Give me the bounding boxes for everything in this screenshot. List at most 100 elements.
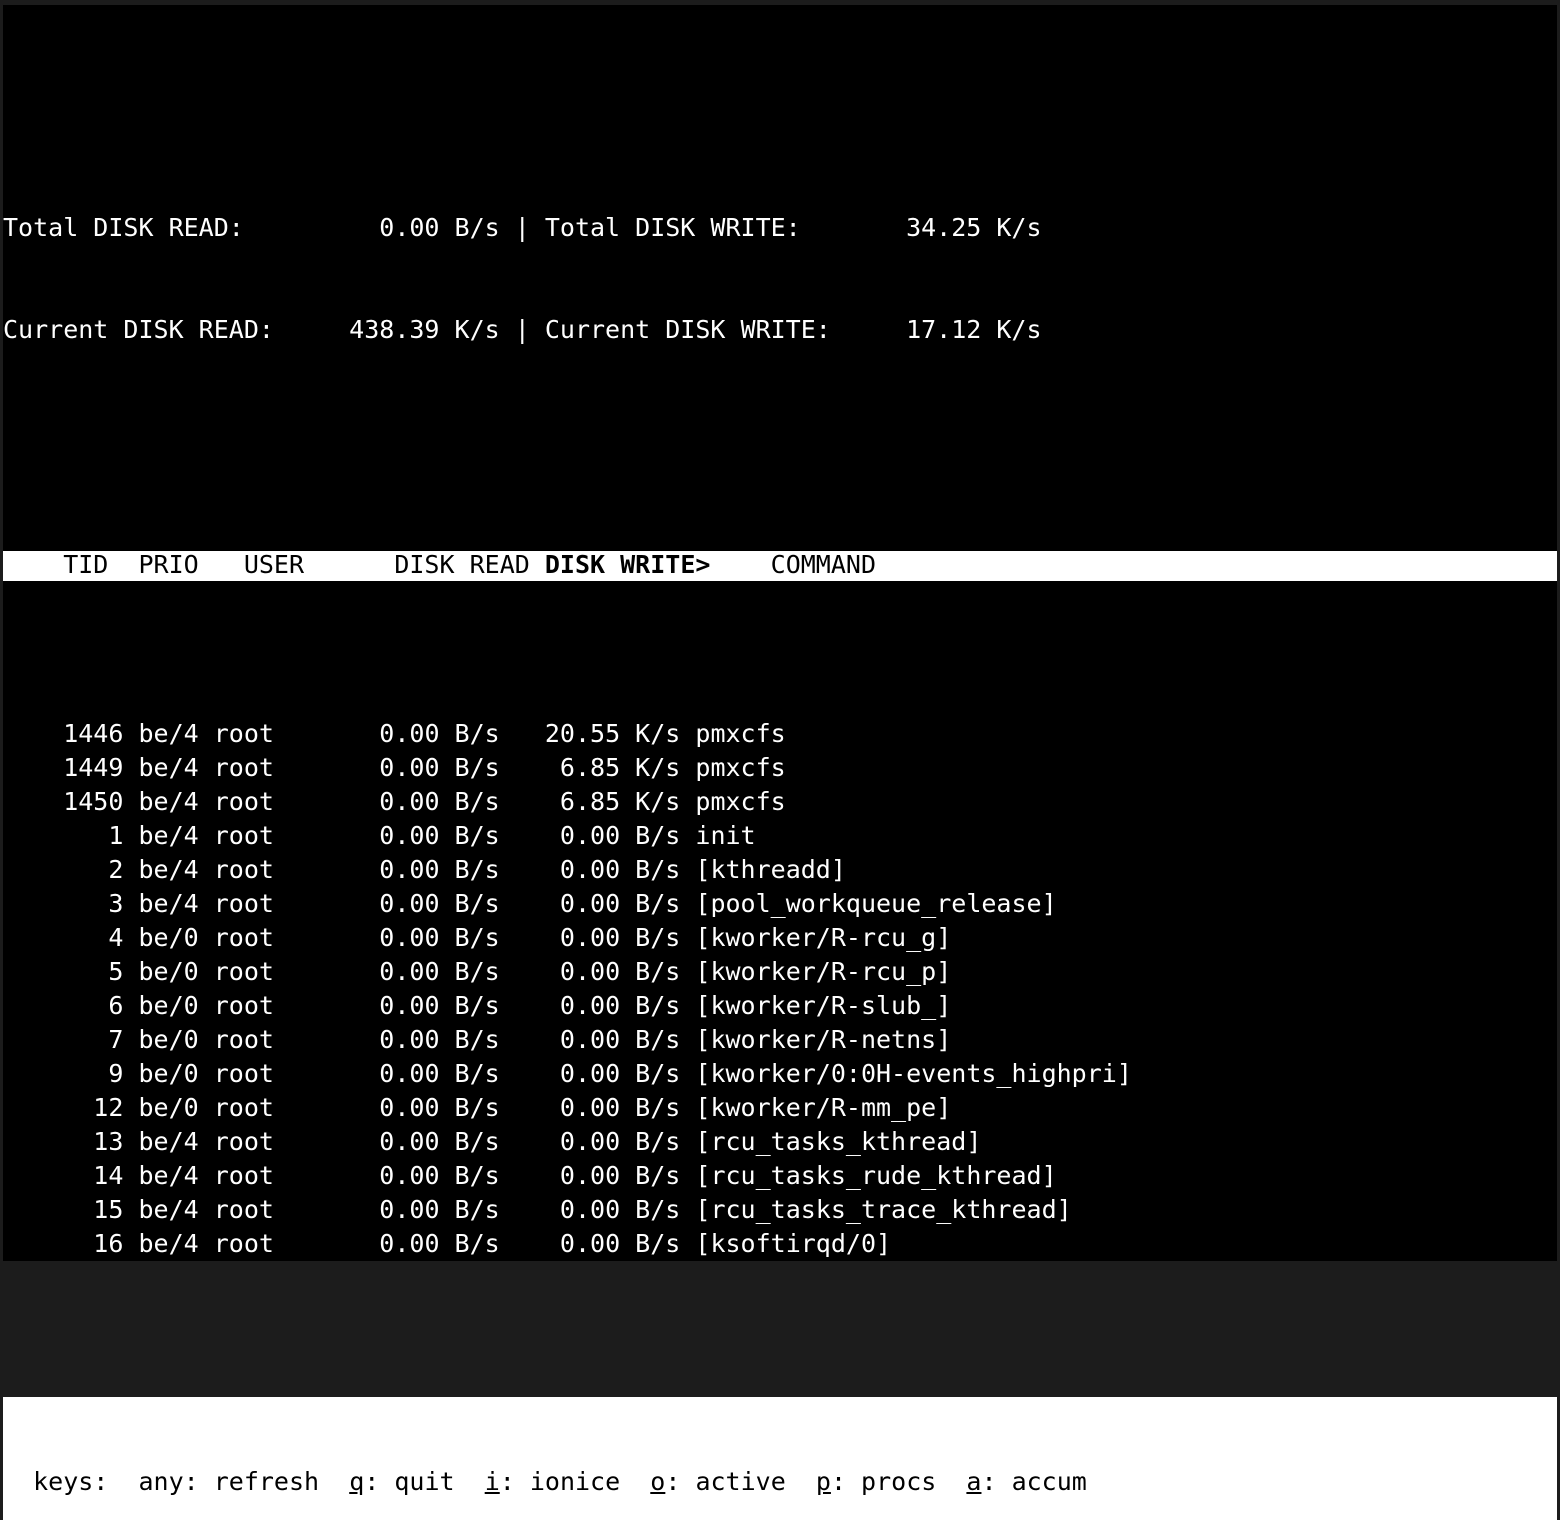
cell-disk_read: 0.00 B/s — [304, 753, 500, 782]
cell-user: root — [198, 753, 305, 782]
footer-key-gap — [319, 1467, 349, 1496]
footer-key-gap — [455, 1467, 485, 1496]
cell-user: root — [198, 1229, 305, 1258]
cell-user: root — [198, 719, 305, 748]
cell-command: pmxcfs — [680, 719, 786, 748]
table-row[interactable]: 2 be/4 root 0.00 B/s 0.00 B/s [kthreadd] — [3, 853, 1557, 887]
cell-disk_read: 0.00 B/s — [304, 855, 500, 884]
cell-disk_write: 0.00 B/s — [499, 889, 681, 918]
cell-disk_write: 20.55 K/s — [499, 719, 681, 748]
cell-disk_read: 0.00 B/s — [304, 787, 500, 816]
cell-command: [kthreadd] — [680, 855, 846, 884]
cell-tid: 1449 — [3, 753, 124, 782]
cell-prio: be/4 — [123, 821, 199, 850]
table-column-header[interactable]: TID PRIO USER DISK READ DISK WRITE> COMM… — [3, 551, 1557, 581]
cell-user: root — [198, 1025, 305, 1054]
footer-key-active[interactable]: o: active — [650, 1467, 786, 1496]
cell-prio: be/4 — [123, 1127, 199, 1156]
cell-command: [rcu_tasks_trace_kthread] — [680, 1195, 1072, 1224]
cell-disk_write: 6.85 K/s — [499, 787, 681, 816]
cell-disk_read: 0.00 B/s — [304, 1093, 500, 1122]
table-row[interactable]: 15 be/4 root 0.00 B/s 0.00 B/s [rcu_task… — [3, 1193, 1557, 1227]
table-row[interactable]: 6 be/0 root 0.00 B/s 0.00 B/s [kworker/R… — [3, 989, 1557, 1023]
cell-command: [kworker/R-rcu_g] — [680, 923, 952, 952]
cell-command: [kworker/R-mm_pe] — [680, 1093, 952, 1122]
table-row[interactable]: 3 be/4 root 0.00 B/s 0.00 B/s [pool_work… — [3, 887, 1557, 921]
cell-tid: 1 — [3, 821, 124, 850]
table-row[interactable]: 12 be/0 root 0.00 B/s 0.00 B/s [kworker/… — [3, 1091, 1557, 1125]
footer-help[interactable]: keys: any: refresh q: quit i: ionice o: … — [3, 1397, 1557, 1520]
footer-key-gap — [786, 1467, 816, 1496]
cell-disk_read: 0.00 B/s — [304, 1059, 500, 1088]
cell-command: [kworker/R-rcu_p] — [680, 957, 952, 986]
cell-prio: be/0 — [123, 1025, 199, 1054]
cell-user: root — [198, 957, 305, 986]
footer-key-procs[interactable]: p: procs — [815, 1467, 937, 1496]
cell-tid: 5 — [3, 957, 124, 986]
footer-keys-row[interactable]: keys: any: refresh q: quit i: ionice o: … — [3, 1465, 1557, 1498]
footer-key-ionice[interactable]: i: ionice — [484, 1467, 621, 1496]
cell-disk_write: 0.00 B/s — [499, 855, 681, 884]
table-row[interactable]: 9 be/0 root 0.00 B/s 0.00 B/s [kworker/0… — [3, 1057, 1557, 1091]
cell-disk_read: 0.00 B/s — [304, 1025, 500, 1054]
cell-tid: 1450 — [3, 787, 124, 816]
footer-key-quit[interactable]: q: quit — [349, 1467, 455, 1496]
cell-tid: 1446 — [3, 719, 124, 748]
summary-header: Total DISK READ: 0.00 B/s | Total DISK W… — [3, 141, 1557, 415]
cell-user: root — [198, 889, 305, 918]
table-row[interactable]: 1446 be/4 root 0.00 B/s 20.55 K/s pmxcfs — [3, 717, 1557, 751]
cell-prio: be/4 — [123, 1161, 199, 1190]
cell-command: init — [680, 821, 756, 850]
cell-disk_write: 0.00 B/s — [499, 1025, 681, 1054]
cell-command: pmxcfs — [680, 753, 786, 782]
cell-tid: 14 — [3, 1161, 124, 1190]
cell-user: root — [198, 1161, 305, 1190]
footer-key-gap — [620, 1467, 650, 1496]
cell-tid: 2 — [3, 855, 124, 884]
cell-disk_write: 0.00 B/s — [499, 1195, 681, 1224]
table-row[interactable]: 1449 be/4 root 0.00 B/s 6.85 K/s pmxcfs — [3, 751, 1557, 785]
table-row[interactable]: 16 be/4 root 0.00 B/s 0.00 B/s [ksoftirq… — [3, 1227, 1557, 1261]
cell-prio: be/4 — [123, 719, 199, 748]
table-row[interactable]: 4 be/0 root 0.00 B/s 0.00 B/s [kworker/R… — [3, 921, 1557, 955]
process-list[interactable]: 1446 be/4 root 0.00 B/s 20.55 K/s pmxcfs… — [3, 717, 1557, 1261]
cell-user: root — [198, 821, 305, 850]
cell-prio: be/4 — [123, 855, 199, 884]
table-row[interactable]: 7 be/0 root 0.00 B/s 0.00 B/s [kworker/R… — [3, 1023, 1557, 1057]
table-row[interactable]: 14 be/4 root 0.00 B/s 0.00 B/s [rcu_task… — [3, 1159, 1557, 1193]
cell-disk_write: 0.00 B/s — [499, 991, 681, 1020]
column-header-command: COMMAND — [710, 551, 877, 579]
table-row[interactable]: 1 be/4 root 0.00 B/s 0.00 B/s init — [3, 819, 1557, 853]
cell-user: root — [198, 1093, 305, 1122]
cell-disk_write: 0.00 B/s — [499, 957, 681, 986]
column-header-disk-write-sorted[interactable]: DISK WRITE> — [544, 551, 711, 579]
column-headers-left: TID PRIO USER DISK READ — [3, 551, 545, 579]
table-row[interactable]: 5 be/0 root 0.00 B/s 0.00 B/s [kworker/R… — [3, 955, 1557, 989]
table-row[interactable]: 1450 be/4 root 0.00 B/s 6.85 K/s pmxcfs — [3, 785, 1557, 819]
total-disk-read-line: Total DISK READ: 0.00 B/s | Total DISK W… — [3, 213, 1042, 242]
table-row[interactable]: 13 be/4 root 0.00 B/s 0.00 B/s [rcu_task… — [3, 1125, 1557, 1159]
cell-disk_read: 0.00 B/s — [304, 889, 500, 918]
cell-tid: 9 — [3, 1059, 124, 1088]
cell-command: [kworker/0:0H-events_highpri] — [680, 1059, 1132, 1088]
cell-disk_write: 6.85 K/s — [499, 753, 681, 782]
cell-user: root — [198, 1195, 305, 1224]
terminal-screen[interactable]: Total DISK READ: 0.00 B/s | Total DISK W… — [3, 5, 1557, 1520]
cell-disk_read: 0.00 B/s — [304, 821, 500, 850]
footer-keys-label: keys: — [3, 1467, 139, 1496]
cell-command: [kworker/R-netns] — [680, 1025, 952, 1054]
cell-disk_read: 0.00 B/s — [304, 719, 500, 748]
cell-command: [pool_workqueue_release] — [680, 889, 1057, 918]
footer-key-accum[interactable]: a: accum — [966, 1467, 1087, 1496]
cell-disk_write: 0.00 B/s — [499, 923, 681, 952]
footer-key-refresh[interactable]: any: refresh — [138, 1467, 320, 1496]
cell-disk_read: 0.00 B/s — [304, 991, 500, 1020]
cell-disk_read: 0.00 B/s — [304, 1195, 500, 1224]
cell-prio: be/4 — [123, 1229, 199, 1258]
cell-prio: be/0 — [123, 991, 199, 1020]
cell-tid: 7 — [3, 1025, 124, 1054]
cell-disk_read: 0.00 B/s — [304, 1127, 500, 1156]
cell-user: root — [198, 787, 305, 816]
cell-disk_write: 0.00 B/s — [499, 1093, 681, 1122]
cell-command: [ksoftirqd/0] — [680, 1229, 892, 1258]
